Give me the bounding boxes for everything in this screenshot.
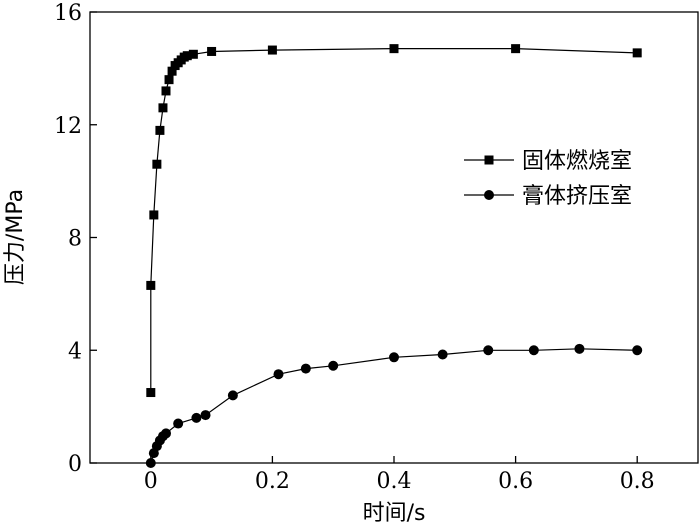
data-point <box>389 352 399 363</box>
x-tick-label: 0.4 <box>377 469 412 494</box>
series-line <box>150 47 638 393</box>
data-point <box>483 345 494 356</box>
data-point <box>188 49 198 59</box>
data-point <box>437 349 448 360</box>
data-point <box>632 48 642 58</box>
data-point <box>155 125 165 135</box>
data-point <box>161 86 171 96</box>
y-axis-title: 压力/MPa <box>3 189 28 285</box>
data-point <box>300 363 311 374</box>
x-axis-title: 时间/s <box>363 501 426 526</box>
x-tick-label: 0 <box>144 469 158 494</box>
data-point <box>146 388 156 398</box>
data-point <box>191 412 202 423</box>
legend-item: 固体燃烧室 <box>464 149 632 174</box>
data-point <box>273 369 284 380</box>
x-tick-label: 0.8 <box>620 469 655 494</box>
data-point <box>158 103 168 113</box>
legend-label: 膏体挤压室 <box>522 184 632 209</box>
plot-frame <box>89 11 699 464</box>
data-point <box>182 51 192 61</box>
x-tick-label: 0.2 <box>255 469 290 494</box>
data-point <box>328 360 339 371</box>
legend-marker <box>484 190 494 200</box>
y-tick-label: 16 <box>54 1 82 26</box>
data-point <box>149 210 159 220</box>
x-tick-label: 0.6 <box>498 469 533 494</box>
series-2 <box>145 343 643 468</box>
data-point <box>152 159 162 169</box>
data-point <box>167 66 177 76</box>
y-tick-label: 0 <box>68 452 82 477</box>
data-point <box>207 46 217 56</box>
data-point <box>267 45 277 55</box>
data-point <box>145 458 156 468</box>
data-point <box>574 343 585 354</box>
data-point <box>632 345 643 356</box>
series-line <box>150 348 638 464</box>
data-point <box>389 44 399 54</box>
axis-ticks: 0 0.2 0.4 0.6 0.8 0 4 8 12 16 <box>54 1 655 494</box>
data-point <box>511 44 521 54</box>
y-tick-label: 4 <box>68 339 82 364</box>
y-tick-label: 8 <box>68 227 82 252</box>
series-1 <box>146 44 642 398</box>
data-point <box>173 418 184 429</box>
legend-marker <box>484 155 494 165</box>
y-tick-label: 12 <box>54 114 82 139</box>
series-layer <box>145 44 643 468</box>
legend-item: 膏体挤压室 <box>464 184 632 209</box>
data-point <box>146 280 156 290</box>
data-point <box>227 390 238 401</box>
legend-label: 固体燃烧室 <box>522 149 632 174</box>
data-point <box>528 345 539 356</box>
data-point <box>200 410 211 421</box>
data-point <box>161 428 171 439</box>
data-point <box>164 75 174 85</box>
